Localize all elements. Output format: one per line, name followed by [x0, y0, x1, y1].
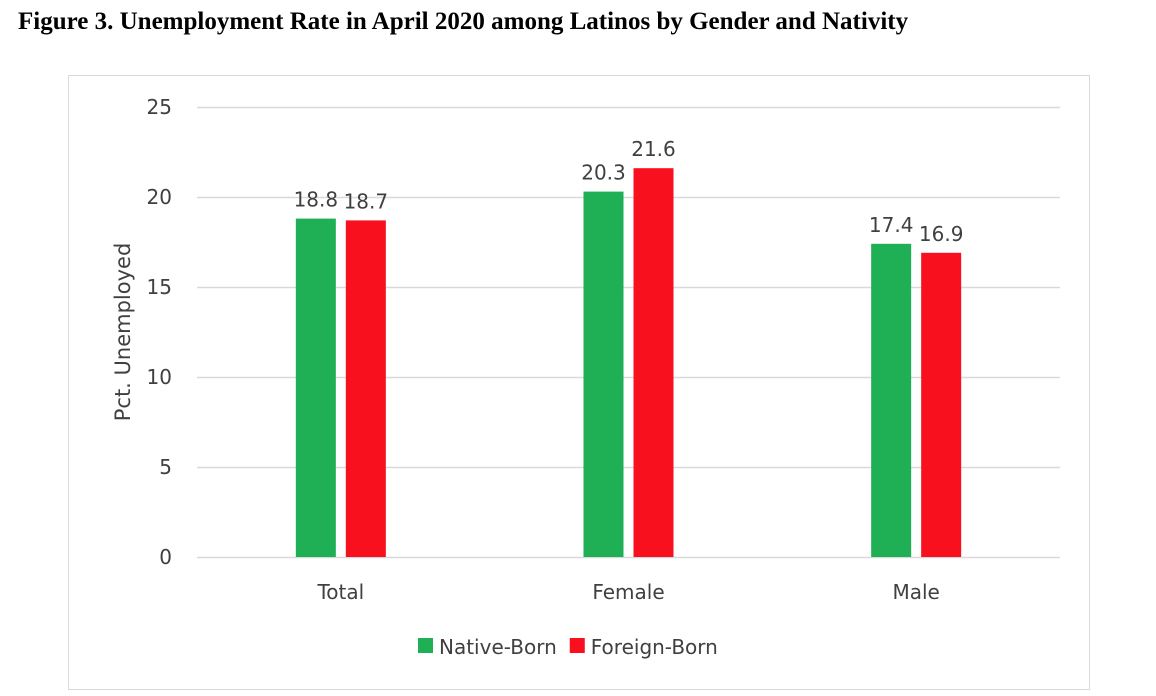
bar-native-born-female	[583, 191, 624, 557]
y-tick-label: 5	[159, 455, 172, 479]
data-label: 20.3	[581, 161, 626, 185]
x-tick-label: Total	[316, 580, 364, 604]
bar-native-born-total	[295, 218, 336, 557]
y-tick-label: 15	[147, 275, 172, 299]
figure-title: Figure 3. Unemployment Rate in April 202…	[18, 8, 909, 35]
y-tick-label: 0	[159, 545, 172, 569]
bar-native-born-male	[871, 243, 912, 558]
data-label: 18.8	[294, 188, 339, 212]
data-label: 16.9	[919, 222, 964, 246]
bar-foreign-born-female	[633, 168, 674, 557]
legend-label: Native-Born	[439, 635, 557, 659]
legend-swatch	[569, 638, 585, 653]
chart-frame	[68, 75, 1090, 690]
legend-label: Foreign-Born	[591, 635, 718, 659]
y-axis-label: Pct. Unemployed	[111, 243, 135, 422]
y-tick-label: 20	[147, 185, 172, 209]
data-label: 21.6	[631, 137, 676, 161]
x-tick-label: Male	[892, 580, 939, 604]
data-label: 17.4	[869, 213, 914, 237]
bar-foreign-born-male	[921, 252, 962, 558]
y-tick-label: 25	[147, 95, 172, 119]
bar-foreign-born-total	[345, 220, 386, 557]
legend-swatch	[418, 638, 433, 653]
data-label: 18.7	[344, 189, 389, 213]
x-tick-label: Female	[592, 580, 664, 604]
y-tick-label: 10	[147, 365, 172, 389]
